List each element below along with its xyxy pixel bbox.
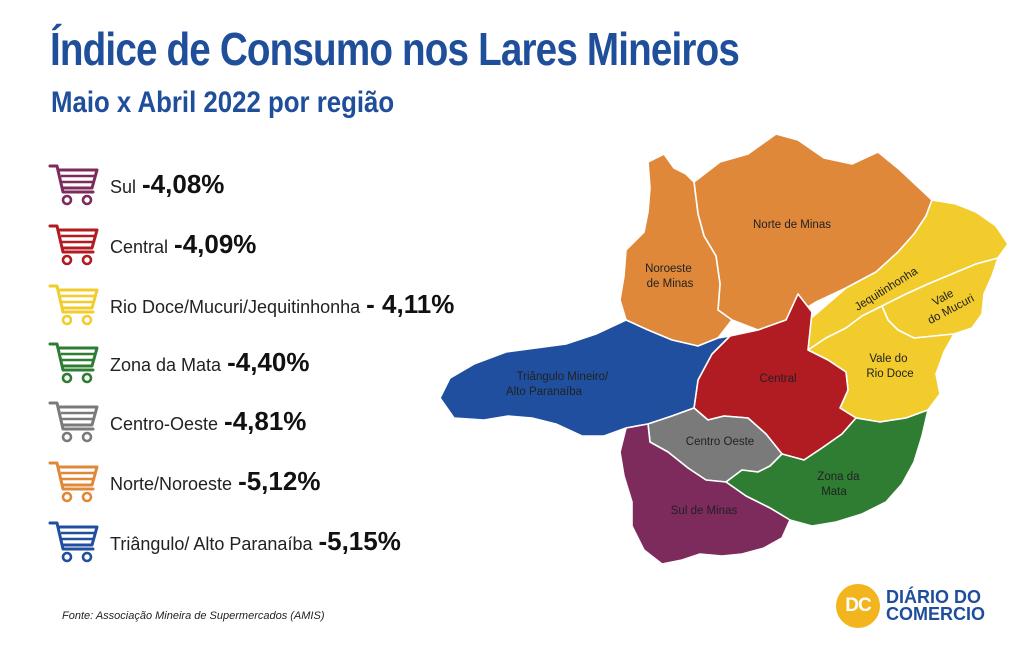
legend-region-value: -4,08%	[142, 168, 225, 199]
map-label-central: Central	[759, 373, 796, 385]
legend-region-name: Triângulo/ Alto Paranaíba	[110, 533, 313, 554]
legend-region-name: Sul	[110, 176, 137, 197]
legend-region-value: -5,15%	[318, 525, 401, 556]
shopping-cart-icon	[48, 461, 99, 503]
legend-item-sul: Sul -4,08%	[48, 158, 224, 210]
diario-do-comercio-logo: DC DIÁRIO DO COMERCIO	[836, 584, 985, 628]
legend-item-triangulo: Triângulo/ Alto Paranaíba -5,15%	[48, 515, 401, 567]
legend-region-name: Central	[110, 236, 169, 257]
logo-badge: DC	[836, 584, 880, 628]
legend-item-rio-doce: Rio Doce/Mucuri/Jequitinhonha - 4,11%	[48, 278, 454, 330]
shopping-cart-icon	[48, 401, 99, 443]
legend-item-centro-oeste: Centro-Oeste -4,81%	[48, 395, 306, 447]
shopping-cart-icon	[48, 284, 99, 326]
minas-gerais-map: Norte de Minas Noroeste de Minas Jequiti…	[439, 133, 1009, 565]
region-sul-de-minas	[619, 423, 791, 565]
legend-region-value: -4,81%	[224, 405, 307, 436]
logo-line-1: DIÁRIO DO	[886, 587, 982, 607]
map-label-sul-de-minas: Sul de Minas	[671, 505, 738, 517]
map-label-triangulo-mineiro: Triângulo Mineiro/ Alto Paranaíba	[506, 371, 611, 398]
page-subtitle: Maio x Abril 2022 por região	[51, 86, 395, 119]
shopping-cart-icon	[48, 224, 99, 266]
shopping-cart-icon	[48, 342, 99, 384]
legend-item-zona-da-mata: Zona da Mata -4,40%	[48, 336, 309, 388]
map-label-centro-oeste: Centro Oeste	[686, 436, 754, 448]
logo-line-2: COMERCIO	[886, 604, 985, 624]
shopping-cart-icon	[48, 164, 99, 206]
logo-wordmark: DIÁRIO DO COMERCIO	[886, 587, 985, 624]
legend-item-norte-noroeste: Norte/Noroeste -5,12%	[48, 455, 320, 507]
source-note: Fonte: Associação Mineira de Supermercad…	[62, 610, 325, 622]
page-title: Índice de Consumo nos Lares Mineiros	[50, 23, 740, 75]
map-label-zona-da-mata: Zona da Mata	[817, 471, 862, 498]
legend-region-name: Norte/Noroeste	[110, 473, 233, 494]
map-label-vale-do-rio-doce: Vale do Rio Doce	[866, 353, 913, 380]
shopping-cart-icon	[48, 521, 99, 563]
map-label-norte-de-minas: Norte de Minas	[753, 219, 831, 231]
region-zona-da-mata	[725, 409, 929, 527]
legend-region-name: Zona da Mata	[110, 354, 222, 375]
legend-region-name: Rio Doce/Mucuri/Jequitinhonha	[110, 296, 361, 317]
legend-region-value: -4,09%	[174, 228, 257, 259]
legend-region-value: - 4,11%	[366, 288, 455, 319]
legend-region-value: -4,40%	[227, 346, 310, 377]
region-triangulo-mineiro	[439, 319, 731, 437]
legend-item-central: Central -4,09%	[48, 218, 256, 270]
map-label-noroeste-de-minas: Noroeste de Minas	[645, 263, 695, 290]
legend-region-value: -5,12%	[238, 465, 321, 496]
legend-region-name: Centro-Oeste	[110, 413, 219, 434]
